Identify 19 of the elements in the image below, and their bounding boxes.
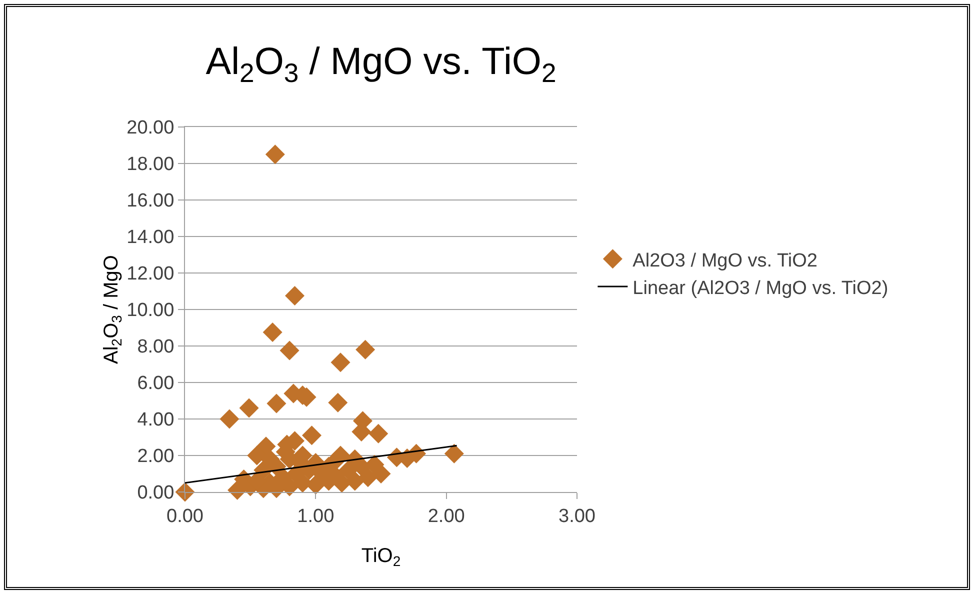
y-tick-label: 12.00 bbox=[126, 264, 174, 285]
y-tick-label: 14.00 bbox=[126, 227, 174, 248]
x-tick-label: 0.00 bbox=[166, 506, 204, 527]
legend-label: Linear (Al2O3 / MgO vs. TiO2) bbox=[632, 278, 888, 299]
y-tick-label: 0.00 bbox=[137, 482, 174, 504]
y-tick-label: 20.00 bbox=[126, 118, 174, 139]
y-tick-label: 6.00 bbox=[137, 373, 174, 394]
x-tick-label: 2.00 bbox=[428, 506, 465, 527]
x-tick-label: 1.00 bbox=[297, 506, 334, 527]
y-tick-label: 2.00 bbox=[137, 446, 174, 468]
y-tick-label: 4.00 bbox=[137, 410, 174, 431]
chart-title: Al$_{2}$O$_{3}$ / MgO vs. TiO$_{2}$ bbox=[206, 41, 556, 88]
x-tick-label: 3.00 bbox=[558, 506, 596, 527]
y-tick-label: 16.00 bbox=[126, 190, 174, 212]
legend-label: Al2O3 / MgO vs. TiO2 bbox=[632, 250, 818, 272]
y-tick-label: 18.00 bbox=[126, 154, 174, 176]
y-tick-label: 8.00 bbox=[137, 336, 174, 358]
x-axis-title: TiO$_{2}$ bbox=[361, 545, 401, 570]
y-tick-label: 10.00 bbox=[126, 300, 174, 322]
